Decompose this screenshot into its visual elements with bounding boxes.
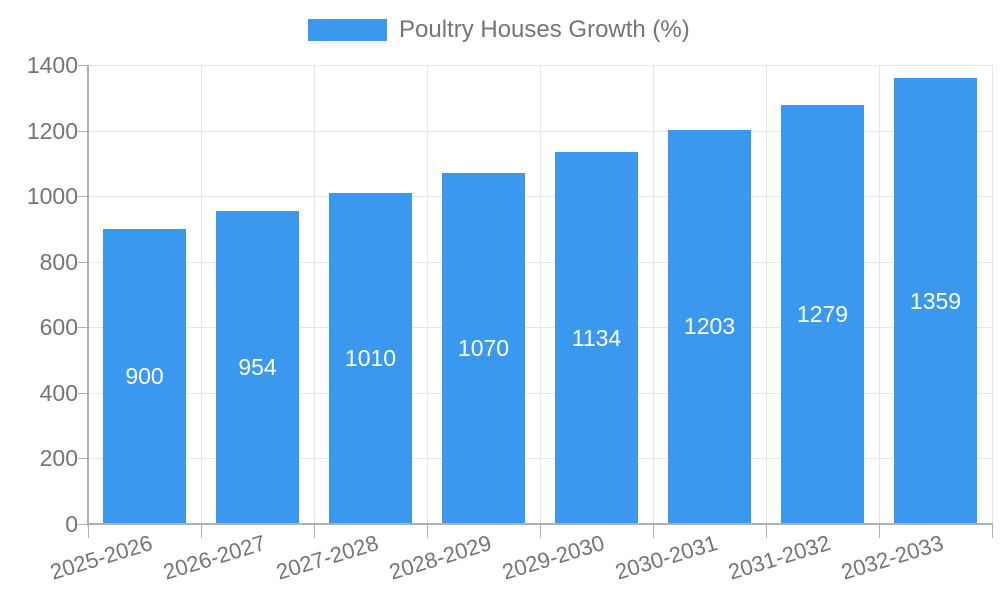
x-axis-tick-label: 2032-2033 — [838, 530, 947, 585]
y-axis-tick-label: 0 — [65, 511, 78, 537]
y-axis-tick — [78, 458, 88, 459]
bar — [216, 211, 299, 523]
x-axis-tick-label: 2026-2027 — [160, 530, 269, 585]
bar — [442, 173, 525, 523]
x-gridline — [992, 65, 993, 524]
y-axis-tick — [78, 131, 88, 132]
x-axis-tick-label: 2029-2030 — [499, 530, 608, 585]
x-gridline — [879, 65, 880, 524]
bar-value-label: 1010 — [344, 345, 397, 371]
x-axis-tick — [766, 524, 767, 538]
bar — [894, 78, 977, 523]
bar-value-label: 1279 — [796, 301, 849, 327]
x-axis-tick-label: 2028-2029 — [386, 530, 495, 585]
bar-value-label: 900 — [125, 363, 164, 389]
x-axis-tick — [201, 524, 202, 538]
x-gridline — [201, 65, 202, 524]
x-axis-tick — [653, 524, 654, 538]
x-axis-tick — [992, 524, 993, 538]
x-axis-line — [87, 523, 993, 525]
x-axis-tick-label: 2030-2031 — [612, 530, 721, 585]
x-gridline — [766, 65, 767, 524]
legend[interactable]: Poultry Houses Growth (%) — [308, 8, 690, 52]
x-axis-tick — [314, 524, 315, 538]
y-axis-tick-label: 800 — [39, 249, 78, 275]
y-axis-tick-label: 200 — [39, 445, 78, 471]
x-gridline — [540, 65, 541, 524]
bar-value-label: 1070 — [457, 335, 510, 361]
x-axis-tick — [427, 524, 428, 538]
bar-value-label: 1359 — [909, 288, 962, 314]
y-axis-tick — [78, 196, 88, 197]
bar — [103, 229, 186, 523]
y-axis-tick — [78, 262, 88, 263]
bar — [668, 130, 751, 523]
y-axis-tick — [78, 393, 88, 394]
x-gridline — [427, 65, 428, 524]
legend-swatch — [308, 19, 387, 41]
y-axis-tick-label: 1200 — [26, 118, 78, 144]
legend-label: Poultry Houses Growth (%) — [399, 16, 690, 43]
bar-value-label: 1203 — [683, 313, 736, 339]
x-gridline — [314, 65, 315, 524]
y-axis-tick-label: 600 — [39, 314, 78, 340]
x-axis-tick — [540, 524, 541, 538]
x-gridline — [653, 65, 654, 524]
x-axis-tick-label: 2025-2026 — [47, 530, 156, 585]
y-axis-tick — [78, 327, 88, 328]
y-axis-tick-label: 1000 — [26, 183, 78, 209]
x-axis-tick-label: 2031-2032 — [725, 530, 834, 585]
y-axis-tick — [78, 524, 88, 525]
bar — [781, 105, 864, 523]
y-axis-tick-label: 400 — [39, 380, 78, 406]
y-axis-tick — [78, 65, 88, 66]
y-axis-tick-label: 1400 — [26, 52, 78, 78]
x-axis-tick-label: 2027-2028 — [273, 530, 382, 585]
bar-value-label: 1134 — [571, 325, 622, 351]
bar-value-label: 954 — [238, 354, 277, 380]
bar — [555, 152, 638, 523]
x-axis-tick — [88, 524, 89, 538]
y-axis-line — [87, 65, 89, 526]
x-axis-tick — [879, 524, 880, 538]
bar — [329, 193, 412, 523]
